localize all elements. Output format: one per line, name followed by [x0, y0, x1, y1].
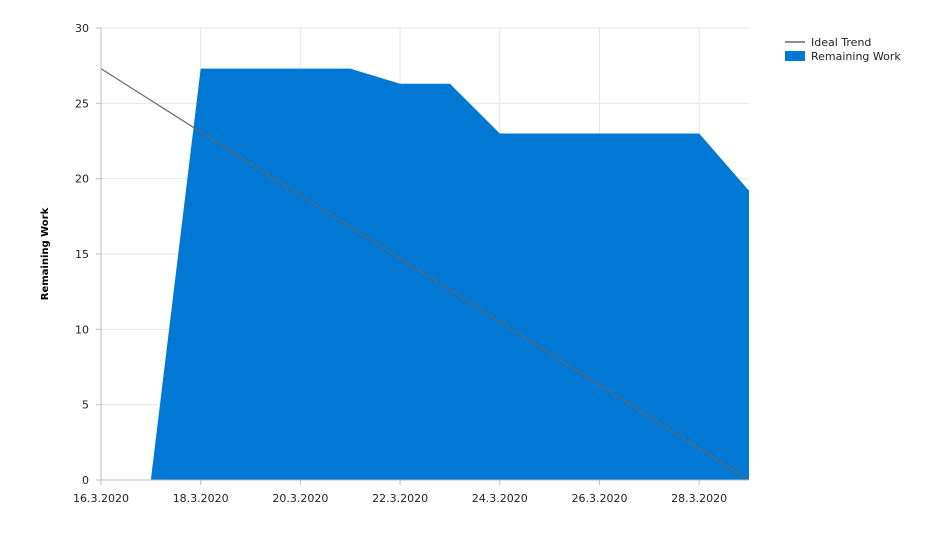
x-tick-label: 22.3.2020	[372, 492, 428, 505]
remaining-work-area	[150, 68, 749, 481]
legend-label: Remaining Work	[811, 50, 901, 63]
x-tick-label: 24.3.2020	[472, 492, 528, 505]
y-tick-label: 10	[75, 323, 89, 336]
y-tick-label: 30	[75, 22, 89, 35]
y-tick-label: 15	[75, 248, 89, 261]
y-tick-label: 25	[75, 97, 89, 110]
x-tick-label: 28.3.2020	[671, 492, 727, 505]
legend-swatch-remaining-work	[785, 51, 805, 61]
x-tick-label: 18.3.2020	[173, 492, 229, 505]
x-tick-label: 26.3.2020	[571, 492, 627, 505]
x-tick-label: 20.3.2020	[272, 492, 328, 505]
ideal-trend-line	[100, 68, 750, 481]
y-tick-label: 0	[82, 474, 89, 487]
y-tick-label: 20	[75, 173, 89, 186]
y-axis-title: Remaining Work	[40, 207, 51, 300]
y-tick-label: 5	[82, 399, 89, 412]
x-tick-label: 16.3.2020	[73, 492, 129, 505]
plot-series	[100, 68, 750, 481]
axes: 0 5 10 15 20 25 30 16.3.2020 18.3.2020 20.3.2020 2…	[73, 22, 749, 505]
legend-label: Ideal Trend	[811, 36, 871, 49]
